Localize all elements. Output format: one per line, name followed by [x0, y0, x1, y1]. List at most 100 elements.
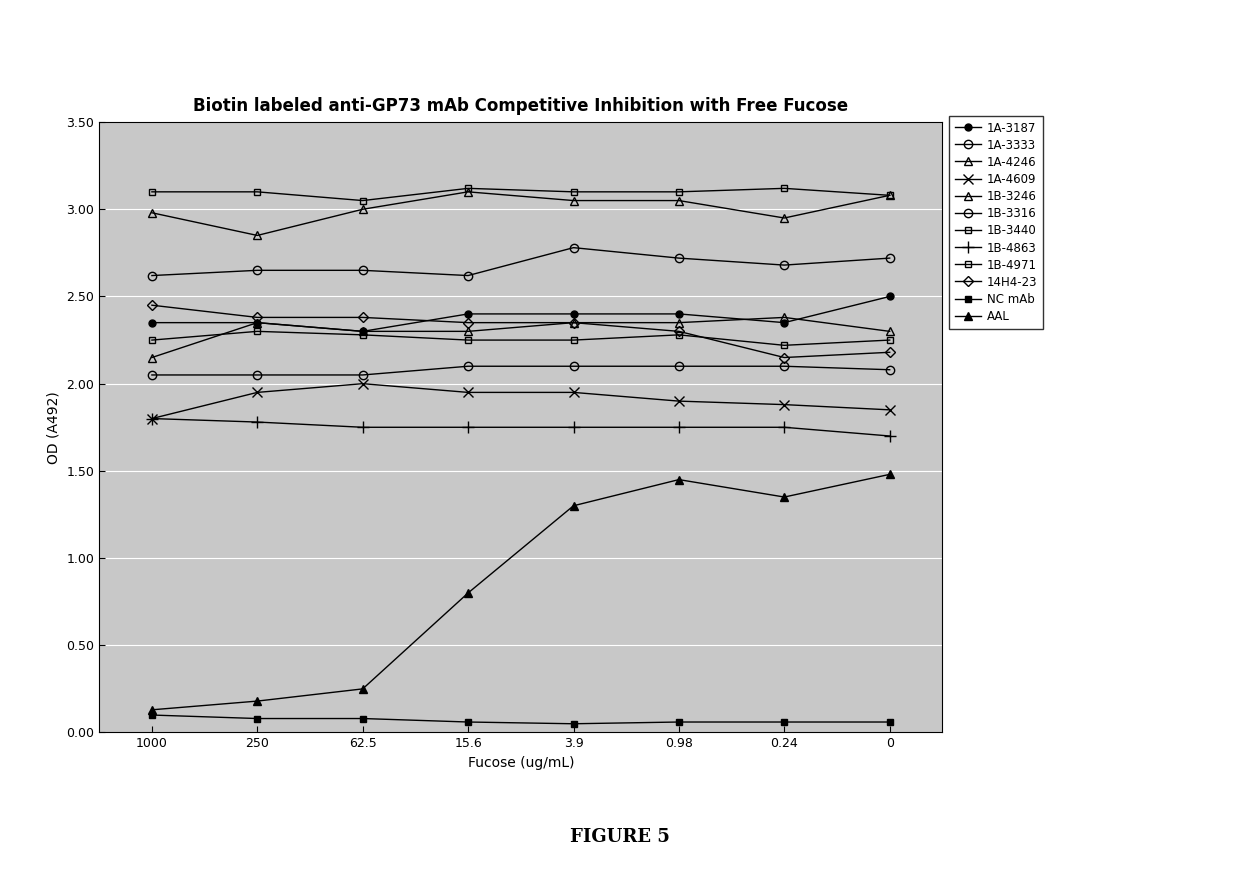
1B-4971 [672, 187, 687, 197]
14H4-23 [461, 317, 476, 328]
1B-3440 [250, 326, 265, 337]
1A-3187 [565, 309, 580, 319]
1A-3333 [672, 253, 687, 263]
14H4-23 [882, 347, 897, 358]
1A-3333 [565, 242, 580, 253]
NC mAb [565, 719, 580, 729]
NC mAb [461, 717, 476, 727]
14H4-23 [250, 312, 265, 323]
AAL [250, 696, 265, 706]
1B-3440 [144, 335, 159, 345]
1A-4609 [672, 396, 687, 406]
Title: Biotin labeled anti-GP73 mAb Competitive Inhibition with Free Fucose: Biotin labeled anti-GP73 mAb Competitive… [193, 97, 848, 115]
Line: 1A-4246: 1A-4246 [148, 187, 894, 240]
1A-4609 [461, 387, 476, 398]
NC mAb [672, 717, 687, 727]
1A-4609 [250, 387, 265, 398]
NC mAb [355, 713, 370, 724]
1A-4609 [776, 399, 791, 410]
1B-3440 [672, 330, 687, 340]
1A-3187 [144, 317, 159, 328]
1A-4609 [355, 378, 370, 389]
Line: 1B-3440: 1B-3440 [149, 328, 893, 349]
1A-4609 [565, 387, 580, 398]
1A-4246 [882, 190, 897, 201]
1A-4609 [144, 413, 159, 424]
1B-4863 [355, 422, 370, 433]
AAL [882, 469, 897, 480]
1B-3440 [882, 335, 897, 345]
1A-3187 [250, 317, 265, 328]
1B-3440 [776, 340, 791, 351]
14H4-23 [355, 312, 370, 323]
Line: AAL: AAL [148, 470, 894, 714]
AAL [776, 492, 791, 502]
1B-3316 [355, 370, 370, 380]
1A-3333 [250, 265, 265, 276]
Line: 1A-4609: 1A-4609 [148, 378, 894, 424]
1B-4971 [565, 187, 580, 197]
1B-4863 [250, 417, 265, 427]
AAL [672, 474, 687, 485]
1A-3187 [461, 309, 476, 319]
Text: FIGURE 5: FIGURE 5 [570, 828, 670, 846]
1B-3316 [776, 361, 791, 371]
1A-3187 [355, 326, 370, 337]
1A-3333 [461, 270, 476, 281]
14H4-23 [672, 326, 687, 337]
1A-4246 [776, 213, 791, 223]
1B-4863 [565, 422, 580, 433]
14H4-23 [144, 300, 159, 310]
1A-3333 [355, 265, 370, 276]
1B-4971 [355, 195, 370, 206]
1B-4863 [672, 422, 687, 433]
AAL [565, 501, 580, 511]
X-axis label: Fucose (ug/mL): Fucose (ug/mL) [467, 756, 574, 770]
1B-4863 [776, 422, 791, 433]
1A-4246 [144, 208, 159, 218]
1B-3316 [250, 370, 265, 380]
1B-4863 [882, 431, 897, 441]
1A-3333 [776, 260, 791, 270]
1A-3333 [144, 270, 159, 281]
NC mAb [882, 717, 897, 727]
1B-3316 [144, 370, 159, 380]
14H4-23 [565, 317, 580, 328]
1B-3316 [565, 361, 580, 371]
Line: 14H4-23: 14H4-23 [149, 302, 893, 361]
1B-4971 [250, 187, 265, 197]
1B-3316 [672, 361, 687, 371]
Line: 1B-3246: 1B-3246 [148, 313, 894, 362]
1B-4863 [144, 413, 159, 424]
AAL [355, 684, 370, 694]
1A-4246 [355, 204, 370, 215]
1B-3246 [565, 317, 580, 328]
1B-3246 [144, 352, 159, 363]
1B-4971 [776, 183, 791, 194]
1B-3246 [776, 312, 791, 323]
NC mAb [250, 713, 265, 724]
1B-3440 [461, 335, 476, 345]
Line: 1A-3333: 1A-3333 [148, 243, 894, 280]
1A-3187 [672, 309, 687, 319]
1A-4246 [461, 187, 476, 197]
1B-3440 [355, 330, 370, 340]
1B-4971 [882, 190, 897, 201]
1B-4863 [461, 422, 476, 433]
AAL [461, 588, 476, 598]
Line: 1A-3187: 1A-3187 [149, 293, 893, 335]
1A-3187 [882, 291, 897, 302]
Line: 1B-4971: 1B-4971 [149, 185, 893, 204]
1A-3333 [882, 253, 897, 263]
14H4-23 [776, 352, 791, 363]
Line: NC mAb: NC mAb [149, 712, 893, 727]
1B-3440 [565, 335, 580, 345]
Line: 1B-3316: 1B-3316 [148, 362, 894, 379]
1B-3316 [882, 364, 897, 375]
1A-4246 [250, 230, 265, 241]
1B-3246 [355, 326, 370, 337]
1A-3187 [776, 317, 791, 328]
1A-4246 [672, 195, 687, 206]
Line: 1B-4863: 1B-4863 [146, 413, 895, 441]
1B-4971 [144, 187, 159, 197]
